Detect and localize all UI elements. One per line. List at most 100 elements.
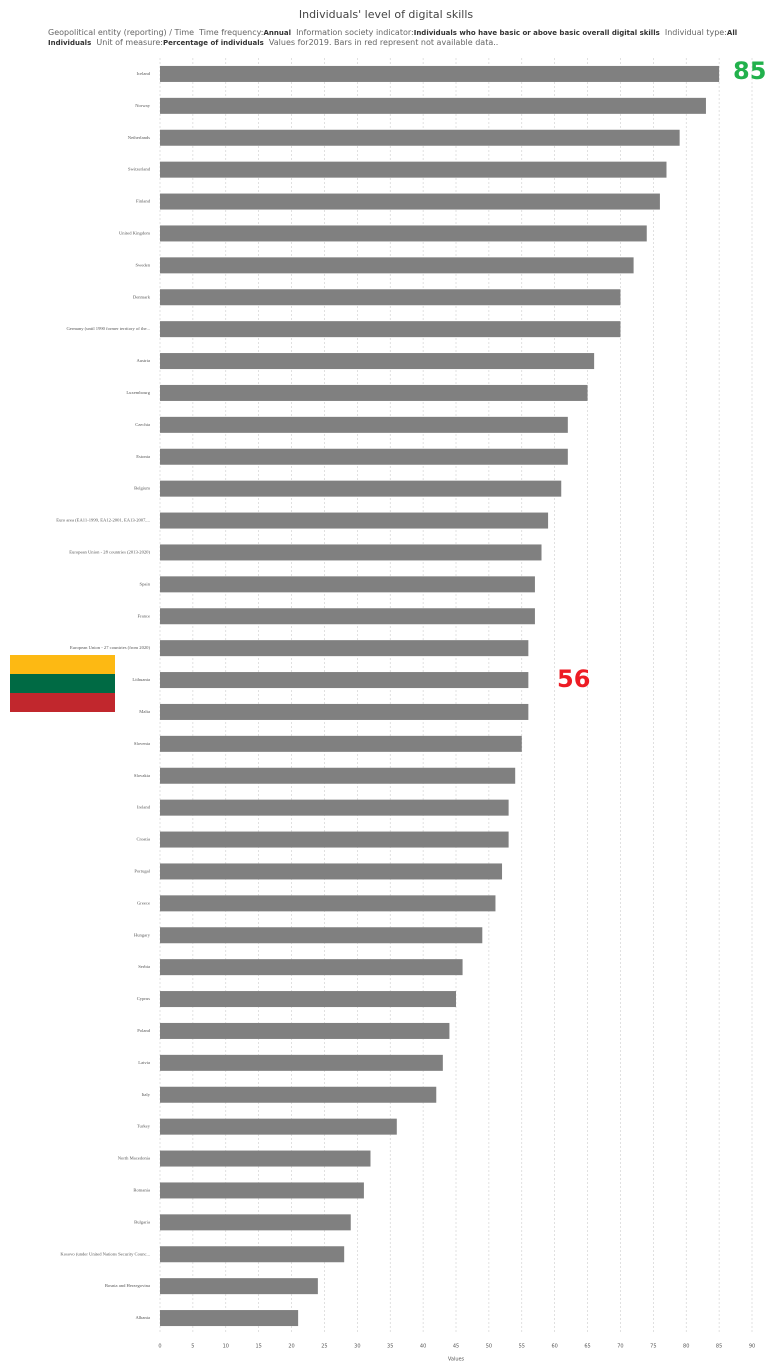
y-tick-label: Euro area (EA11-1999, EA12-2001, EA13-20… (56, 518, 150, 524)
bar (160, 480, 562, 497)
bar (160, 416, 568, 433)
x-tick-label: 75 (650, 1344, 656, 1350)
y-tick-label: North Macedonia (118, 1156, 150, 1161)
y-tick-label: Albania (135, 1315, 150, 1320)
bar (160, 895, 496, 912)
x-tick-label: 5 (191, 1344, 194, 1350)
y-tick-label: Belgium (134, 486, 150, 491)
y-tick-label: Croatia (136, 837, 150, 842)
bar (160, 1310, 299, 1327)
y-tick-label: Austria (136, 358, 150, 363)
x-tick-label: 85 (716, 1344, 722, 1350)
y-tick-label: Czechia (135, 422, 150, 427)
bar (160, 576, 535, 593)
y-tick-label: Kosovo (under United Nations Security Co… (60, 1251, 150, 1256)
y-tick-label: Romania (133, 1188, 150, 1193)
bar (160, 672, 529, 689)
bar (160, 767, 516, 784)
annotation: 56 (557, 665, 590, 693)
bar (160, 512, 549, 529)
x-tick-label: 10 (223, 1344, 229, 1350)
annotation: 85 (733, 57, 766, 85)
subtitle-part: Information society indicator: (290, 28, 414, 37)
x-tick-label: 0 (158, 1344, 161, 1350)
subtitle-part: Annual (263, 29, 291, 37)
y-tick-label: Portugal (134, 869, 150, 874)
bar (160, 384, 588, 401)
y-tick-label: Bulgaria (134, 1219, 150, 1224)
bar (160, 1118, 397, 1135)
y-tick-label: Poland (137, 1028, 150, 1033)
lithuania-flag (10, 655, 115, 712)
y-tick-label: Greece (137, 900, 150, 905)
flag-stripe (10, 655, 115, 674)
chart-subtitle: Geopolitical entity (reporting) / Time T… (48, 28, 738, 48)
x-axis-label: Values (448, 1357, 465, 1363)
bar (160, 1182, 364, 1199)
y-tick-label: Lithuania (132, 677, 150, 682)
y-tick-label: Spain (140, 581, 151, 586)
x-tick-label: 20 (288, 1344, 294, 1350)
bar (160, 640, 529, 657)
y-tick-label: Slovakia (134, 773, 150, 778)
x-tick-label: 50 (486, 1344, 492, 1350)
bar (160, 448, 568, 465)
x-tick-label: 25 (321, 1344, 327, 1350)
bar (160, 161, 667, 178)
subtitle-part: Geopolitical entity (reporting) / Time T… (48, 28, 264, 37)
bar (160, 257, 634, 274)
bar (160, 1246, 345, 1263)
bar (160, 703, 529, 720)
x-tick-label: 55 (519, 1344, 525, 1350)
flag-stripe (10, 693, 115, 712)
x-tick-label: 40 (420, 1344, 426, 1350)
bar (160, 927, 483, 944)
bar (160, 735, 522, 752)
y-tick-label: Ireland (137, 805, 151, 810)
x-tick-label: 65 (584, 1344, 590, 1350)
bar (160, 1022, 450, 1039)
y-tick-label: Slovenia (134, 741, 150, 746)
subtitle-part: All Individuals (48, 29, 740, 47)
y-tick-label: Bosnia and Herzegovina (105, 1283, 150, 1288)
x-tick-label: 45 (453, 1344, 459, 1350)
bar (160, 799, 509, 816)
bar (160, 225, 647, 242)
bar (160, 863, 503, 880)
bar (160, 544, 542, 561)
bar (160, 608, 535, 625)
x-tick-label: 15 (255, 1344, 261, 1350)
y-tick-label: Turkey (137, 1124, 151, 1129)
y-tick-label: European Union - 28 countries (2013-2020… (69, 550, 150, 555)
bar (160, 959, 463, 976)
bar (160, 1214, 351, 1231)
x-tick-label: 70 (617, 1344, 623, 1350)
bar (160, 321, 621, 338)
y-tick-label: Luxembourg (126, 390, 150, 395)
bar (160, 193, 660, 210)
x-tick-label: 60 (551, 1344, 557, 1350)
y-tick-label: Italy (142, 1092, 151, 1097)
y-tick-label: United Kingdom (119, 231, 150, 236)
subtitle-part: Unit of measure: (91, 38, 164, 47)
x-tick-label: 80 (683, 1344, 689, 1350)
y-tick-label: European Union - 27 countries (from 2020… (70, 645, 151, 650)
y-tick-label: Germany (until 1990 former territory of … (66, 326, 150, 331)
bar (160, 1054, 443, 1071)
y-tick-label: Sweden (135, 262, 150, 267)
bar (160, 289, 621, 306)
y-tick-label: Norway (135, 103, 151, 108)
flag-stripe (10, 674, 115, 693)
bar (160, 1278, 318, 1295)
x-tick-label: 90 (749, 1344, 755, 1350)
bar (160, 1150, 371, 1167)
x-tick-label: 30 (354, 1344, 360, 1350)
subtitle-part: Percentage of individuals (163, 39, 264, 47)
x-tick-label: 35 (387, 1344, 393, 1350)
bar (160, 65, 720, 82)
bar (160, 831, 509, 848)
y-tick-label: France (138, 613, 151, 618)
bar (160, 1086, 437, 1103)
